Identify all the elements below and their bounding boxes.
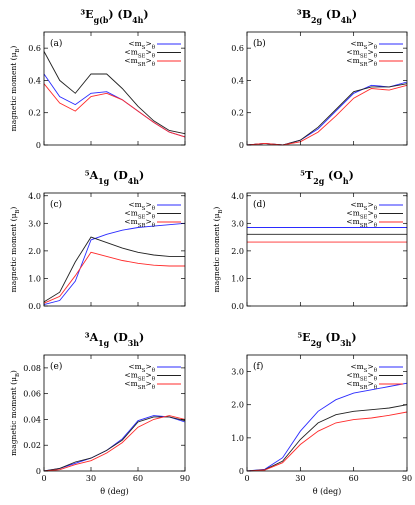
x-tick-label: 30 [295,474,305,483]
legend-entry: <mS>θ [128,39,155,51]
y-tick-label: 0 [239,467,244,476]
y-tick-label: 0.4 [231,76,244,85]
x-tick-label: 60 [133,474,143,483]
y-tick-label: 0.08 [23,364,41,373]
legend-entry: <mSR>θ [124,56,155,68]
x-tick-label: 90 [180,474,190,483]
series-line [246,81,408,146]
y-tick-label: 1.0 [231,274,244,283]
y-tick-label: 0.0 [28,302,41,311]
y-tick-label: 1.0 [231,434,244,443]
y-tick-label: 0.02 [23,441,41,450]
panel-label: (f) [253,361,263,372]
series-line [43,251,185,304]
plot-frame [246,31,408,146]
legend-entry: <mSR>θ [124,379,155,391]
x-axis-label: θ (deg) [100,487,129,496]
y-tick-label: 0.2 [231,109,244,118]
y-axis-label: magnetic moment (μB) [9,46,21,132]
y-tick-label: 1.0 [28,274,41,283]
panel-c: ⁵A1g (D4h) 0.0 1.0 2.0 3.0 4.0 magnetic moment… [9,169,186,311]
legend-entry: <mSR>θ [346,379,377,391]
legend-entry: <mSR>θ [346,217,377,229]
legend-entry: <mS>θ [128,362,155,374]
legend-entry: <mSE>θ [346,209,377,221]
panel-b: ³B2g (D4h) 0 0.2 0.4 0.6 (b) <mS>θ<mSE>θ<mSR>θ [231,8,408,150]
y-axis-label: magnetic moment (μB) [9,370,21,456]
legend-entry: <mS>θ [128,200,155,212]
plot-frame [246,354,408,472]
y-tick-label: 0.0 [231,302,244,311]
y-tick-label: 4.0 [231,192,244,201]
series-line [246,411,408,472]
y-tick-label: 2.0 [231,401,244,410]
panel-title: ³B2g (D4h) [297,8,357,25]
plot-frame [246,192,408,307]
y-tick-label: 0.6 [231,44,244,53]
series-line [246,84,408,146]
y-tick-label: 2.0 [231,247,244,256]
legend-entry: <mSE>θ [124,371,155,383]
x-tick-label: 0 [41,474,46,483]
panel-label: (e) [50,361,62,372]
y-tick-label: 0.4 [28,76,41,85]
legend-entry: <mS>θ [350,200,377,212]
panel-label: (a) [50,38,62,49]
legend-entry: <mSE>θ [346,371,377,383]
panel-label: (c) [50,199,62,210]
x-tick-label: 90 [402,474,412,483]
y-tick-label: 2.0 [28,247,41,256]
legend-entry: <mS>θ [350,39,377,51]
panel-title: ⁵T2g (Oh) [300,169,354,186]
panel-f: ⁵E2g (D3h) 0 1.0 2.0 3.0 0 30 60 90 θ (deg) (f) <mS… [231,331,412,496]
plot-frame [43,192,186,307]
x-axis-label: θ (deg) [313,487,342,496]
y-tick-label: 0.6 [28,44,41,53]
series-line [43,51,186,135]
y-tick-label: 3.0 [231,368,244,377]
legend-entry: <mSR>θ [346,56,377,68]
series-line [43,416,186,472]
series-line [246,83,408,146]
x-tick-label: 0 [244,474,249,483]
panel-label: (d) [253,199,266,210]
x-tick-label: 60 [349,474,359,483]
legend-entry: <mSE>θ [124,209,155,221]
x-tick-label: 30 [86,474,96,483]
panel-title: ⁵E2g (D3h) [297,331,356,348]
y-tick-label: 0 [36,467,41,476]
series-line [246,404,408,472]
series-line [43,83,186,138]
panel-title: ³Eg(b) (D4h) [80,8,148,25]
panel-e: ³A1g (D3h) 0 0.02 0.04 0.06 0.08 0 30 60 90 θ (deg… [9,331,190,496]
series-line [43,415,186,472]
series-line [43,236,185,303]
panel-label: (b) [253,38,266,49]
legend-entry: <mSE>θ [124,48,155,60]
y-tick-label: 0 [239,141,244,150]
series-line [43,222,186,306]
legend-entry: <mSE>θ [346,48,377,60]
y-axis-label: magnetic moment (μB) [9,207,21,293]
y-tick-label: 0 [36,141,41,150]
panel-d: ⁵T2g (Oh) 0.0 1.0 2.0 3.0 4.0 magnetic moment … [212,169,408,311]
legend-entry: <mS>θ [350,362,377,374]
y-tick-label: 0.04 [23,415,41,424]
plot-frame [43,354,186,472]
y-tick-label: 4.0 [28,192,41,201]
panel-a: ³Eg(b) (D4h) 0 0.2 0.4 0.6 magnetic moment (μ… [9,8,186,150]
legend-entry: <mSR>θ [124,217,155,229]
y-axis-label: magnetic moment (μB) [212,207,224,293]
panel-title: ³A1g (D3h) [85,331,144,348]
panel-title: ⁵A1g (D4h) [85,169,144,186]
plot-frame [43,31,186,146]
series-line [246,382,408,472]
y-tick-label: 3.0 [231,219,244,228]
y-tick-label: 0.2 [28,109,41,118]
y-tick-label: 3.0 [28,219,41,228]
y-tick-label: 0.06 [23,390,41,399]
series-line [43,415,186,472]
